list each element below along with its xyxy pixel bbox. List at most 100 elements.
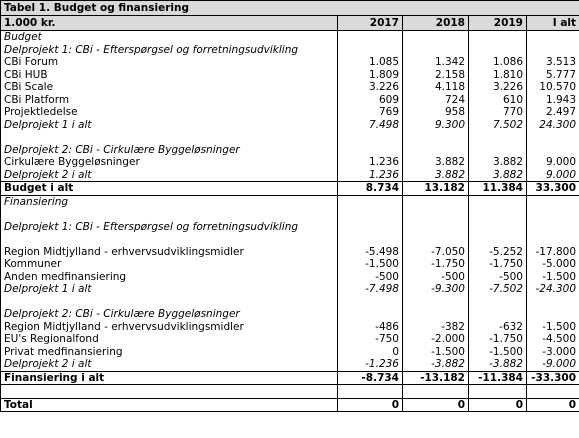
value-cell [337,220,403,233]
blank-cell [402,233,469,246]
label-cell: CBi HUB [0,68,338,81]
value-cell [337,143,403,156]
blank-cell [337,295,403,308]
value-cell: -9.300 [402,283,469,296]
value-cell: 3.226 [468,81,527,94]
table-row: CBi Scale 3.226 4.118 3.226 10.570 [0,81,579,94]
value-cell: 0 [337,397,403,412]
value-cell [525,30,579,44]
label-cell: Total [0,397,338,412]
value-cell: -1.500 [402,345,469,358]
blank-cell [525,233,579,246]
table-row: Finansiering [0,195,579,208]
blank-cell [402,208,469,221]
value-cell [402,308,469,321]
table-row: Privat medfinansiering 0 -1.500 -1.500 -3.00… [0,345,579,358]
value-cell [337,43,403,56]
value-cell: 770 [468,106,527,119]
value-cell: -2.000 [402,333,469,346]
value-cell: 11.384 [468,181,527,196]
value-cell: 3.513 [525,56,579,69]
table-row: Projektledelse 769 958 770 2.497 [0,106,579,119]
value-cell: -5.000 [525,258,579,271]
value-cell [525,143,579,156]
value-cell: -1.500 [468,345,527,358]
value-cell [468,220,527,233]
label-cell: Delprojekt 1: CBi - Efterspørgsel og for… [0,43,338,56]
value-cell [337,195,403,208]
budget-table: Tabel 1. Budget og finansiering 1.000 kr… [0,0,579,412]
label-cell: Delprojekt 1 i alt [0,283,338,296]
value-cell [525,220,579,233]
label-cell: CBi Forum [0,56,338,69]
blank-cell [468,384,527,398]
value-cell: 1.236 [337,168,403,182]
value-cell: -382 [402,320,469,333]
blank-cell [525,384,579,398]
blank-cell [0,295,338,308]
value-cell: 1.236 [337,156,403,169]
table-row: Total 0 0 0 0 [0,397,579,412]
value-cell [402,30,469,44]
blank-cell [525,208,579,221]
table-row: Delprojekt 1: CBi - Efterspørgsel og for… [0,220,579,233]
label-cell: Region Midtjylland - erhvervsudviklingsm… [0,320,338,333]
value-cell: 724 [402,93,469,106]
value-cell: 1.342 [402,56,469,69]
value-cell: -11.384 [468,370,527,385]
value-cell: -632 [468,320,527,333]
value-cell: -8.734 [337,370,403,385]
label-cell: Region Midtjylland - erhvervsudviklingsm… [0,245,338,258]
header-cell: 1.000 kr. [0,15,338,31]
blank-cell [337,208,403,221]
value-cell: -3.882 [468,358,527,371]
value-cell: 609 [337,93,403,106]
value-cell: 7.498 [337,118,403,131]
value-cell: 3.882 [468,168,527,182]
blank-cell [0,384,338,398]
value-cell: 9.000 [525,168,579,182]
value-cell: -486 [337,320,403,333]
blank-cell [0,233,338,246]
table-title: Tabel 1. Budget og finansiering [0,0,579,16]
table-row: Cirkulære Byggeløsninger 1.236 3.882 3.882 9… [0,156,579,169]
label-cell: Projektledelse [0,106,338,119]
blank-cell [402,131,469,144]
value-cell: -7.502 [468,283,527,296]
value-cell: 1.810 [468,68,527,81]
value-cell: -1.500 [525,320,579,333]
label-cell: Budget [0,30,338,44]
table-row: Region Midtjylland - erhvervsudviklingsm… [0,320,579,333]
value-cell [468,308,527,321]
value-cell [337,30,403,44]
value-cell: 0 [337,345,403,358]
table-row [0,384,579,398]
blank-cell [525,295,579,308]
blank-cell [337,233,403,246]
value-cell: 3.882 [402,156,469,169]
table-row: Delprojekt 2 i alt -1.236 -3.882 -3.882 -9.0… [0,358,579,371]
value-cell: 8.734 [337,181,403,196]
value-cell: 1.943 [525,93,579,106]
value-cell: 4.118 [402,81,469,94]
table-row: Delprojekt 2 i alt 1.236 3.882 3.882 9.000 [0,168,579,182]
value-cell: -1.750 [402,258,469,271]
value-cell: 0 [402,397,469,412]
value-cell: 3.226 [337,81,403,94]
label-cell: Delprojekt 1: CBi - Efterspørgsel og for… [0,220,338,233]
value-cell: 9.000 [525,156,579,169]
table-row: Delprojekt 2: CBi - Cirkulære Byggeløsni… [0,143,579,156]
value-cell: 9.300 [402,118,469,131]
value-cell: -1.750 [468,333,527,346]
value-cell: -33.300 [525,370,579,385]
value-cell: -5.498 [337,245,403,258]
value-cell [525,195,579,208]
value-cell: -1.500 [337,258,403,271]
blank-cell [468,208,527,221]
value-cell: 2.158 [402,68,469,81]
value-cell: -7.050 [402,245,469,258]
value-cell: -7.498 [337,283,403,296]
value-cell: 3.882 [402,168,469,182]
table-row: CBi HUB 1.809 2.158 1.810 5.777 [0,68,579,81]
value-cell: -17.800 [525,245,579,258]
